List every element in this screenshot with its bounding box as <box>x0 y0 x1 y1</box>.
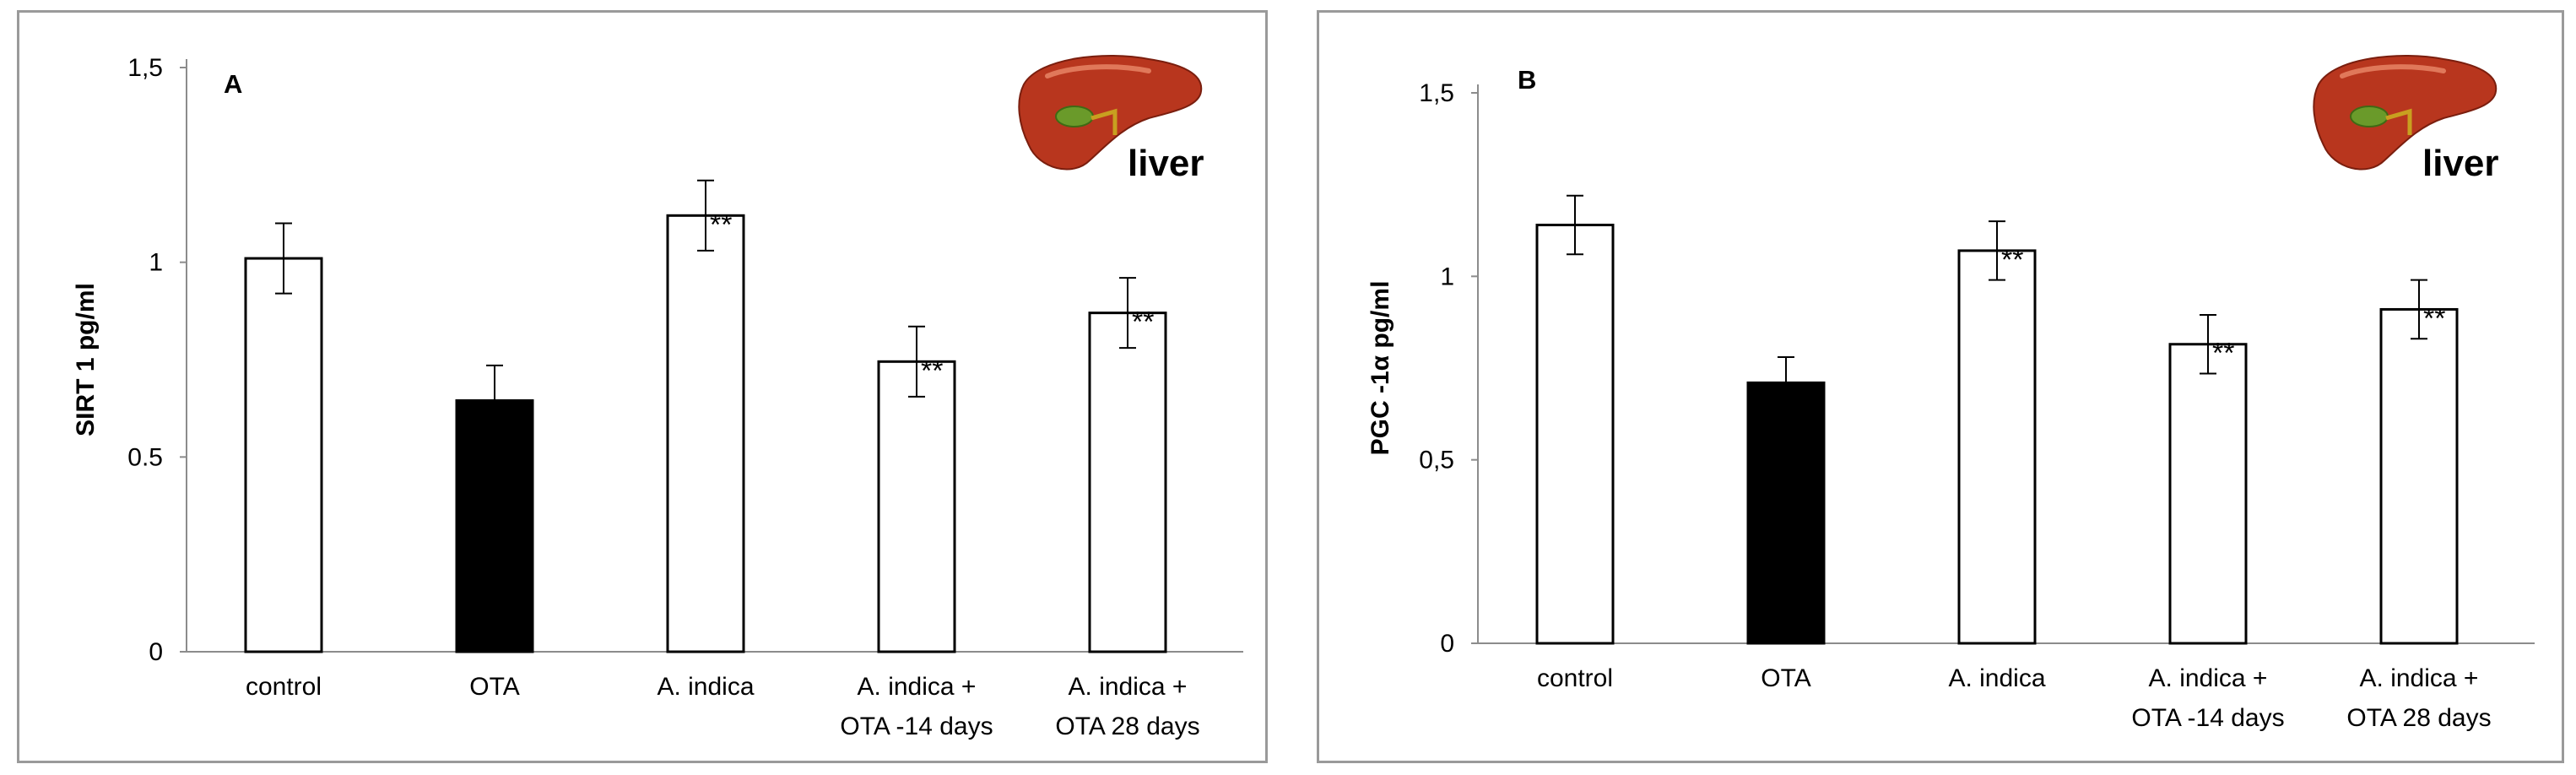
significance-marker: ** <box>2212 338 2234 370</box>
x-tick-label: OTA -14 days <box>2131 704 2284 732</box>
x-tick-label: OTA 28 days <box>1055 713 1199 740</box>
y-tick-label: 0 <box>1440 630 1454 658</box>
x-tick-label: OTA <box>1761 664 1810 692</box>
x-tick-label: OTA <box>469 673 519 701</box>
liver-icon: liver <box>2308 51 2519 190</box>
significance-marker: ** <box>1132 306 1154 339</box>
liver-label: liver <box>1128 143 1204 184</box>
bar <box>2379 307 2459 645</box>
y-axis-label: SIRT 1 pg/ml <box>72 283 100 436</box>
y-axis-label: PGC -1α pg/ml <box>1366 281 1394 456</box>
x-tick-label: A. indica <box>657 673 754 701</box>
y-tick-label: 0,5 <box>1419 447 1454 474</box>
bar <box>455 398 534 653</box>
x-tick-label: control <box>1537 664 1613 692</box>
x-tick-label: A. indica + <box>1069 673 1188 701</box>
x-tick-label: A. indica + <box>2360 664 2479 692</box>
x-tick-label: OTA 28 days <box>2346 704 2491 732</box>
significance-marker: ** <box>921 355 943 387</box>
x-tick-label: A. indica + <box>858 673 977 701</box>
significance-marker: * <box>499 393 510 425</box>
liver-highlight <box>1045 64 1151 79</box>
y-tick-label: 1,5 <box>1419 79 1454 107</box>
panel-letter: A <box>224 69 242 99</box>
y-tick-label: 0 <box>149 638 163 666</box>
bar <box>1746 381 1826 645</box>
significance-marker: ** <box>2423 302 2445 334</box>
y-tick-label: 0.5 <box>127 443 163 471</box>
significance-marker: * <box>1790 376 1801 408</box>
bar <box>666 214 745 653</box>
y-tick-label: 1,5 <box>127 54 163 82</box>
bar <box>1957 249 2037 645</box>
bile-duct-shape <box>2385 108 2412 135</box>
bar <box>2168 343 2248 645</box>
x-tick-label: A. indica <box>1948 664 2045 692</box>
bar <box>244 257 323 653</box>
x-tick-label: OTA -14 days <box>840 713 993 740</box>
bile-duct-shape <box>1090 108 1118 135</box>
bar <box>877 360 956 653</box>
gallbladder-shape <box>1055 106 1094 127</box>
x-tick-label: control <box>246 673 322 701</box>
liver-label: liver <box>2422 143 2499 184</box>
gallbladder-shape <box>2350 106 2389 127</box>
panel-letter: B <box>1518 65 1536 95</box>
liver-highlight <box>2340 64 2446 79</box>
y-tick-label: 1 <box>1440 263 1454 290</box>
liver-icon: liver <box>1014 51 1225 190</box>
significance-marker: ** <box>710 209 732 241</box>
bar <box>1535 223 1615 645</box>
x-tick-label: A. indica + <box>2149 664 2268 692</box>
significance-marker: ** <box>2001 244 2023 276</box>
y-tick-label: 1 <box>149 249 163 277</box>
bar <box>1088 312 1167 653</box>
